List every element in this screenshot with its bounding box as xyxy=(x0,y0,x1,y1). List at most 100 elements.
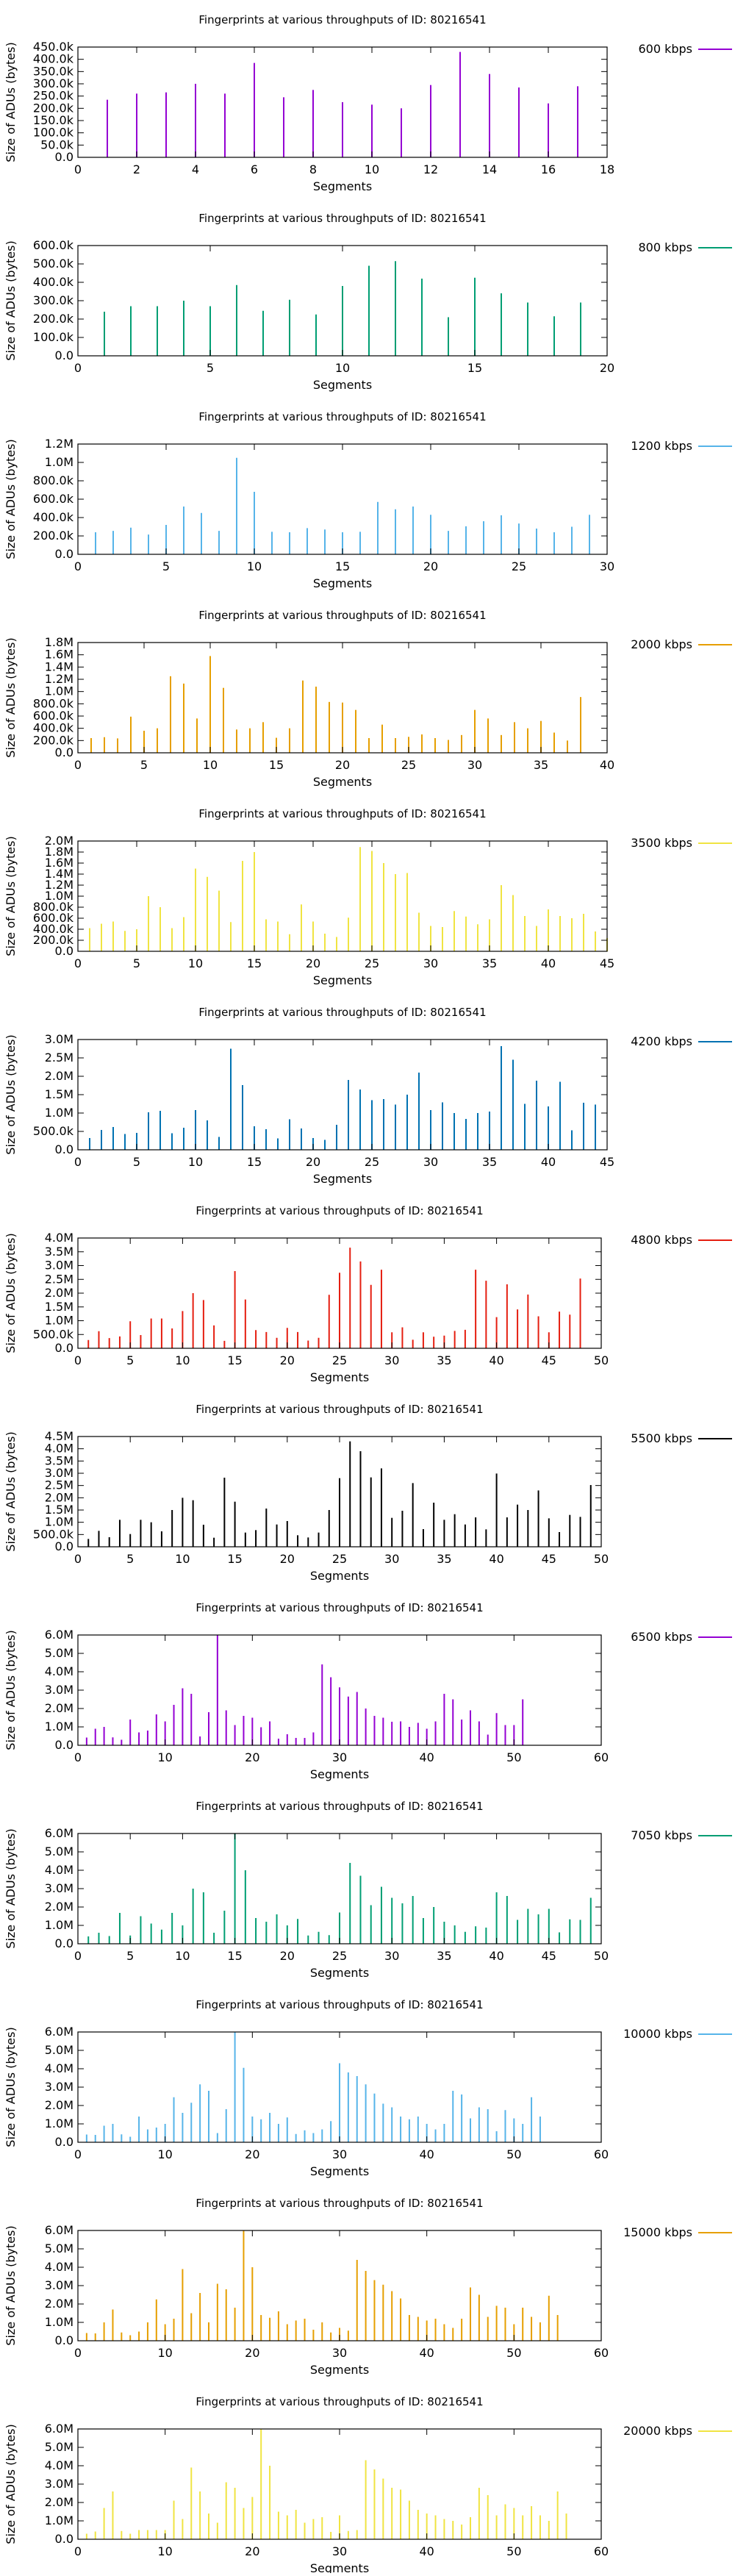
y-tick-label: 3.0M xyxy=(45,2278,74,2292)
y-tick-label: 3.0M xyxy=(45,1032,74,1046)
y-tick-label: 1.0M xyxy=(45,1515,74,1529)
x-tick-label: 40 xyxy=(489,1949,503,1963)
y-tick-label: 0.0 xyxy=(55,1341,74,1355)
x-tick-label: 15 xyxy=(227,1353,242,1367)
y-tick-label: 0.0 xyxy=(55,547,74,561)
chart-panel-12: Fingerprints at various throughputs of I… xyxy=(4,2197,732,2377)
x-tick-label: 0 xyxy=(74,1750,82,1764)
x-tick-label: 25 xyxy=(332,1949,347,1963)
y-tick-label: 500.0k xyxy=(33,1527,74,1541)
x-tick-label: 25 xyxy=(365,956,379,970)
chart-panel-10: Fingerprints at various throughputs of I… xyxy=(4,1800,732,1980)
chart-panel-1: Fingerprints at various throughputs of I… xyxy=(4,13,732,193)
y-tick-label: 1.5M xyxy=(45,1503,74,1517)
chart-title: Fingerprints at various throughputs of I… xyxy=(198,212,486,225)
x-tick-label: 40 xyxy=(419,2147,434,2161)
y-tick-label: 300.0k xyxy=(33,293,74,307)
x-tick-label: 40 xyxy=(541,956,556,970)
y-tick-label: 3.0M xyxy=(45,1259,74,1273)
chart-panel-7: Fingerprints at various throughputs of I… xyxy=(4,1204,732,1384)
chart-title: Fingerprints at various throughputs of I… xyxy=(196,1601,483,1614)
x-tick-label: 12 xyxy=(423,162,438,176)
y-axis-label: Size of ADUs (bytes) xyxy=(4,637,18,757)
x-tick-label: 5 xyxy=(126,1353,134,1367)
y-tick-label: 250.0k xyxy=(33,89,74,103)
x-tick-label: 35 xyxy=(437,1552,451,1566)
y-tick-label: 0.0 xyxy=(55,2532,74,2546)
x-tick-label: 30 xyxy=(332,1750,347,1764)
legend-label: 800 kbps xyxy=(638,240,692,254)
y-tick-label: 1.0M xyxy=(45,455,74,469)
x-tick-label: 45 xyxy=(542,1949,556,1963)
y-tick-label: 3.5M xyxy=(45,1245,74,1259)
y-tick-label: 1.0M xyxy=(45,2117,74,2130)
x-tick-label: 45 xyxy=(600,1155,614,1169)
y-tick-label: 1.0M xyxy=(45,2315,74,2329)
x-tick-label: 40 xyxy=(541,1155,556,1169)
y-tick-label: 2.0M xyxy=(45,1069,74,1083)
y-axis-label: Size of ADUs (bytes) xyxy=(4,42,18,162)
y-tick-label: 600.0k xyxy=(33,709,74,723)
x-tick-label: 10 xyxy=(157,1750,172,1764)
x-tick-label: 20 xyxy=(245,2346,259,2360)
x-axis-label: Segments xyxy=(310,2363,369,2377)
y-axis-label: Size of ADUs (bytes) xyxy=(4,1034,18,1154)
x-axis-label: Segments xyxy=(313,179,372,193)
x-axis-label: Segments xyxy=(313,1172,372,1186)
y-tick-label: 6.0M xyxy=(45,1628,74,1642)
legend-label: 10000 kbps xyxy=(623,2027,692,2041)
x-tick-label: 10 xyxy=(335,361,350,375)
x-tick-label: 5 xyxy=(133,956,140,970)
chart-title: Fingerprints at various throughputs of I… xyxy=(196,2395,483,2408)
y-axis-label: Size of ADUs (bytes) xyxy=(4,2225,18,2345)
x-tick-label: 0 xyxy=(74,956,82,970)
x-tick-label: 0 xyxy=(74,1353,82,1367)
y-tick-label: 3.0M xyxy=(45,1683,74,1697)
x-tick-label: 50 xyxy=(506,1750,521,1764)
y-tick-label: 2.5M xyxy=(45,1272,74,1286)
y-tick-label: 200.0k xyxy=(33,529,74,543)
x-tick-label: 20 xyxy=(423,559,438,573)
x-tick-label: 0 xyxy=(74,2147,82,2161)
y-tick-label: 500.0k xyxy=(33,257,74,271)
y-tick-label: 4.0M xyxy=(45,1442,74,1456)
x-tick-label: 40 xyxy=(419,2544,434,2558)
x-tick-label: 30 xyxy=(332,2147,347,2161)
legend-label: 20000 kbps xyxy=(623,2424,692,2438)
x-axis-label: Segments xyxy=(310,1370,369,1384)
y-tick-label: 800.0k xyxy=(33,900,74,914)
y-tick-label: 1.6M xyxy=(45,648,74,662)
x-tick-label: 50 xyxy=(506,2544,521,2558)
y-tick-label: 500.0k xyxy=(33,1124,74,1138)
x-tick-label: 20 xyxy=(280,1552,295,1566)
y-tick-label: 1.0M xyxy=(45,684,74,698)
y-tick-label: 350.0k xyxy=(33,64,74,78)
chart-panel-5: Fingerprints at various throughputs of I… xyxy=(4,807,732,987)
x-tick-label: 15 xyxy=(247,1155,262,1169)
y-tick-label: 1.0M xyxy=(45,1918,74,1932)
x-tick-label: 0 xyxy=(74,1552,82,1566)
x-axis-label: Segments xyxy=(313,378,372,392)
y-tick-label: 400.0k xyxy=(33,275,74,289)
chart-title: Fingerprints at various throughputs of I… xyxy=(198,609,486,622)
y-tick-label: 600.0k xyxy=(33,492,74,506)
y-tick-label: 0.0 xyxy=(55,348,74,362)
x-tick-label: 30 xyxy=(384,1353,399,1367)
x-axis-label: Segments xyxy=(310,1569,369,1583)
x-tick-label: 50 xyxy=(506,2147,521,2161)
x-tick-label: 20 xyxy=(335,758,350,772)
y-tick-label: 5.0M xyxy=(45,2242,74,2255)
y-tick-label: 150.0k xyxy=(33,113,74,127)
x-tick-label: 10 xyxy=(203,758,218,772)
x-tick-label: 30 xyxy=(384,1949,399,1963)
y-tick-label: 2.0M xyxy=(45,1701,74,1715)
x-tick-label: 15 xyxy=(467,361,482,375)
x-tick-label: 10 xyxy=(157,2147,172,2161)
x-tick-label: 5 xyxy=(162,559,170,573)
y-tick-label: 6.0M xyxy=(45,2025,74,2039)
y-tick-label: 2.0M xyxy=(45,834,74,848)
x-tick-label: 5 xyxy=(133,1155,140,1169)
y-tick-label: 600.0k xyxy=(33,911,74,925)
x-tick-label: 0 xyxy=(74,1949,82,1963)
